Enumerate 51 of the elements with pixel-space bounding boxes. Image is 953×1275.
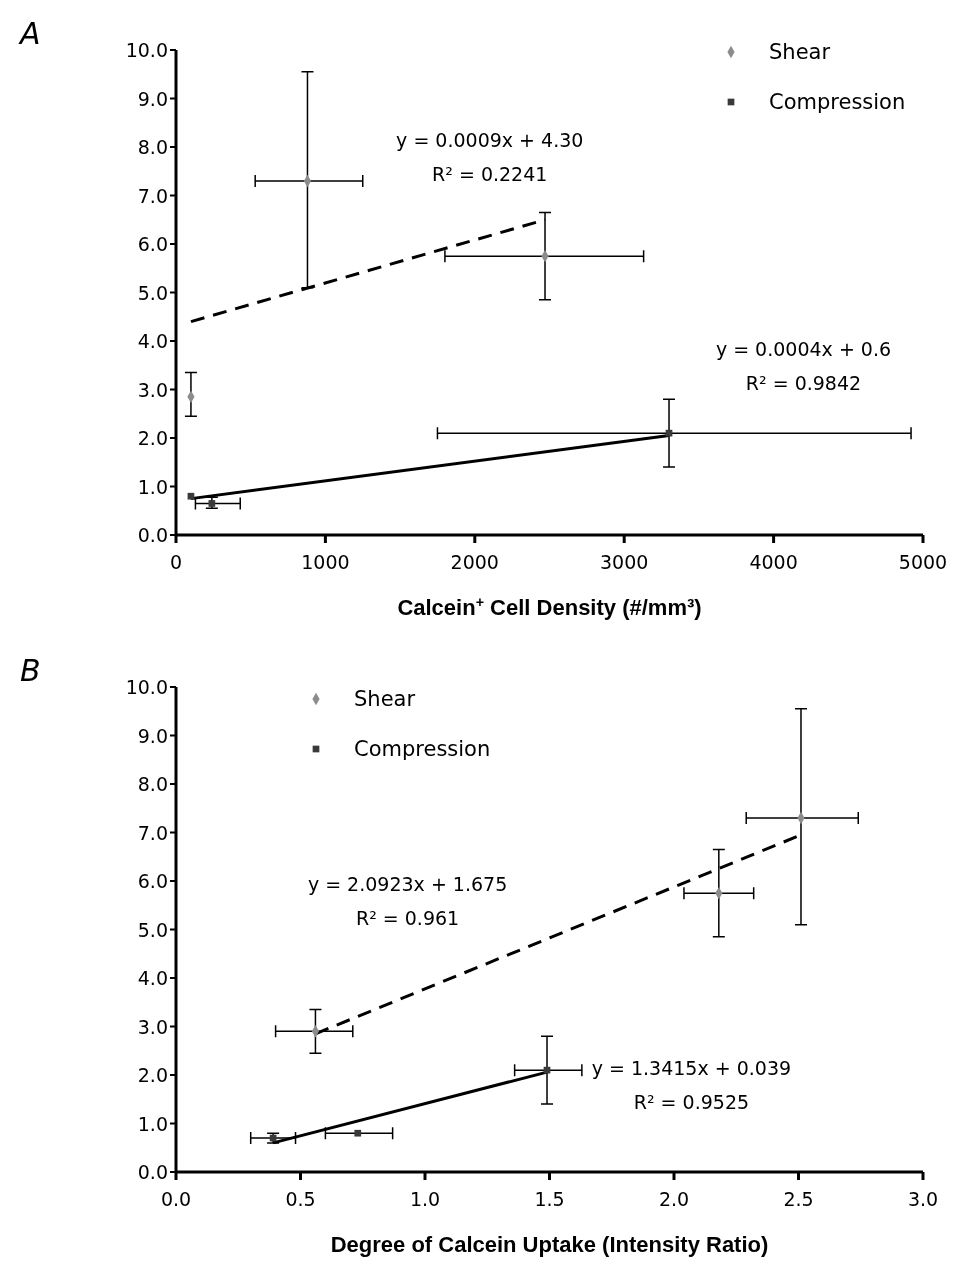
x-tick-label: 0.5 bbox=[285, 1188, 316, 1210]
x-axis-title: Calcein$^{+}$ Cell Density (#/mm³) bbox=[397, 594, 702, 620]
y-tick-label: 0.0 bbox=[137, 524, 168, 546]
x-tick-label: 0.0 bbox=[160, 1188, 192, 1210]
y-tick-label: 7.0 bbox=[137, 821, 168, 844]
y-tick-label: 8.0 bbox=[137, 136, 168, 158]
y-tick-label: 5.0 bbox=[137, 918, 168, 941]
x-tick-label: 4000 bbox=[749, 551, 798, 573]
x-tick-label: 5000 bbox=[898, 551, 948, 573]
chart-title: B bbox=[20, 653, 41, 688]
x-tick-label: 1000 bbox=[301, 551, 350, 573]
x-tick-label: 2.5 bbox=[783, 1188, 814, 1210]
legend-label: Shear bbox=[769, 40, 831, 64]
y-tick-label: 4.0 bbox=[137, 330, 168, 352]
chart-title: A bbox=[18, 16, 41, 51]
legend-label: Compression bbox=[769, 90, 906, 114]
x-tick-label: 0 bbox=[169, 551, 183, 573]
y-tick-label: 3.0 bbox=[137, 378, 168, 401]
annotation: R² = 0.2241 bbox=[432, 162, 548, 185]
y-tick-label: 9.0 bbox=[137, 87, 168, 110]
y-tick-label: 7.0 bbox=[137, 184, 168, 207]
y-tick-label: 2.0 bbox=[137, 427, 168, 449]
x-axis-title: Degree of Calcein Uptake (Intensity Ratio) bbox=[330, 1232, 769, 1257]
x-tick-label: 3000 bbox=[600, 551, 649, 573]
annotation: y = 1.3415x + 0.039 bbox=[591, 1057, 792, 1079]
y-tick-label: 8.0 bbox=[137, 773, 168, 795]
y-tick-label: 3.0 bbox=[137, 1015, 168, 1038]
legend-label: Compression bbox=[354, 737, 491, 761]
y-tick-label: 9.0 bbox=[137, 724, 168, 747]
annotation: R² = 0.9525 bbox=[633, 1090, 750, 1113]
y-tick-label: 0.0 bbox=[137, 1161, 168, 1183]
y-tick-label: 6.0 bbox=[137, 233, 168, 255]
x-tick-label: 1.0 bbox=[409, 1188, 441, 1210]
y-tick-label: 1.0 bbox=[137, 475, 168, 498]
annotation: R² = 0.9842 bbox=[745, 371, 862, 394]
x-tick-label: 3.0 bbox=[907, 1188, 939, 1210]
x-tick-label: 2.0 bbox=[658, 1188, 690, 1210]
y-tick-label: 6.0 bbox=[137, 870, 168, 892]
y-tick-label: 5.0 bbox=[137, 281, 168, 304]
legend-label: Shear bbox=[354, 687, 416, 711]
annotation: y = 2.0923x + 1.675 bbox=[307, 872, 508, 895]
annotation: R² = 0.961 bbox=[355, 906, 460, 929]
y-tick-label: 10.0 bbox=[125, 676, 168, 698]
y-tick-label: 1.0 bbox=[137, 1112, 168, 1135]
annotation: y = 0.0004x + 0.6 bbox=[715, 337, 892, 360]
y-tick-label: 2.0 bbox=[137, 1064, 168, 1086]
x-tick-label: 1.5 bbox=[534, 1188, 565, 1210]
y-tick-label: 10.0 bbox=[125, 39, 168, 61]
y-tick-label: 4.0 bbox=[137, 967, 168, 989]
x-tick-label: 2000 bbox=[450, 551, 499, 573]
annotation: y = 0.0009x + 4.30 bbox=[396, 129, 584, 151]
